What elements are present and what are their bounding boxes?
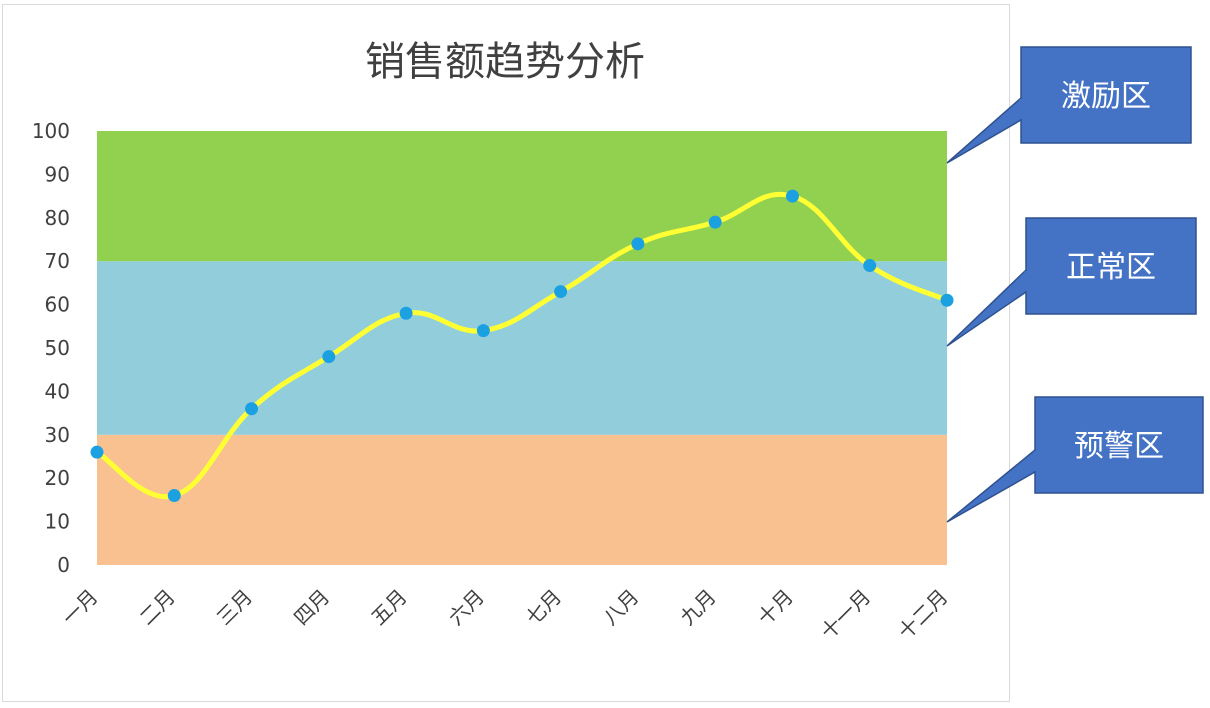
callout-pointer <box>946 268 1027 347</box>
y-tick-label: 0 <box>57 553 70 577</box>
callout-pointer <box>946 96 1022 164</box>
callout-box <box>1034 396 1204 494</box>
x-tick-label: 八月 <box>598 585 643 630</box>
data-point <box>167 489 181 503</box>
data-point <box>785 189 799 203</box>
x-axis: 一月 二月 三月 四月 五月 六月 七月 八月 九月 十月 十一月 十二月 <box>57 585 952 644</box>
callout-box <box>1020 46 1192 144</box>
data-point <box>476 324 490 338</box>
x-tick-label: 十月 <box>753 585 798 630</box>
zone-band-2 <box>97 131 947 262</box>
data-point <box>708 215 722 229</box>
points-layer <box>90 189 954 503</box>
y-tick-label: 100 <box>32 119 70 143</box>
y-tick-label: 40 <box>45 379 70 403</box>
x-tick-label: 二月 <box>135 585 180 630</box>
data-point <box>940 293 954 307</box>
data-point <box>554 285 568 299</box>
x-tick-label: 一月 <box>57 585 102 630</box>
y-tick-label: 90 <box>45 162 70 186</box>
data-point <box>863 259 877 273</box>
zone-label: 预警区 <box>1074 429 1164 464</box>
x-tick-label: 五月 <box>366 585 411 630</box>
x-tick-label: 四月 <box>289 585 334 630</box>
x-tick-label: 十二月 <box>893 585 952 644</box>
y-tick-label: 10 <box>45 510 70 534</box>
zone-band-1 <box>97 261 947 435</box>
x-tick-label: 六月 <box>444 585 489 630</box>
data-point <box>399 306 413 320</box>
y-tick-label: 30 <box>45 423 70 447</box>
callout-pointer <box>946 448 1036 523</box>
zones-layer <box>97 131 947 565</box>
data-point <box>322 350 336 364</box>
y-tick-label: 60 <box>45 293 70 317</box>
y-tick-label: 20 <box>45 466 70 490</box>
y-axis: 0 10 20 30 40 50 60 70 80 90 100 <box>32 119 70 577</box>
data-point <box>631 237 645 251</box>
zone-band-0 <box>97 434 947 565</box>
callout-box <box>1025 217 1197 315</box>
x-tick-label: 三月 <box>212 585 257 630</box>
y-tick-label: 70 <box>45 249 70 273</box>
x-tick-label: 九月 <box>675 585 720 630</box>
series-layer <box>94 191 950 500</box>
data-point <box>245 402 259 416</box>
zone-label: 正常区 <box>1066 250 1156 285</box>
chart-title: 销售额趋势分析 <box>365 39 645 85</box>
zone-label: 激励区 <box>1061 79 1151 114</box>
x-tick-label: 七月 <box>521 585 566 630</box>
y-tick-label: 50 <box>45 336 70 360</box>
series-line <box>94 191 950 500</box>
data-point <box>90 445 104 459</box>
y-tick-label: 80 <box>45 206 70 230</box>
x-tick-label: 十一月 <box>816 585 875 644</box>
